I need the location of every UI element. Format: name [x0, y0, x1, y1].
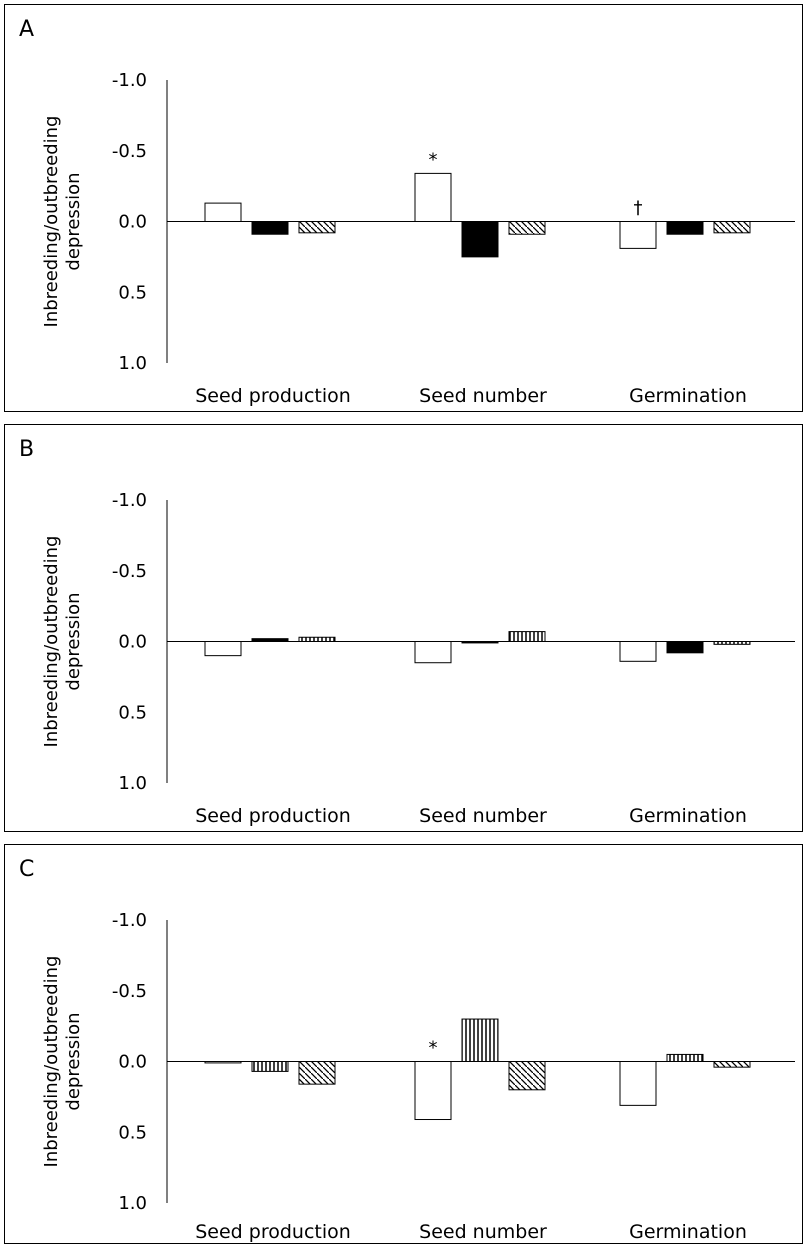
chart-plot-c: -1.0 -0.5 0.0 0.5 1.0 Seed production Seed num… [112, 910, 795, 1243]
category-label: Seed production [195, 1221, 351, 1243]
y-tick-label: 0.0 [118, 632, 147, 653]
bar [414, 172, 452, 222]
y-tick-label: 0.0 [118, 1052, 147, 1073]
bar [666, 1053, 704, 1063]
category-label: Seed production [195, 805, 351, 827]
bar [251, 221, 289, 235]
bar [713, 221, 751, 234]
y-tick-label: 1.0 [118, 773, 147, 794]
panel-letter: C [19, 857, 35, 882]
bar [204, 641, 242, 657]
y-tick-label: 0.0 [118, 212, 147, 233]
bar [298, 636, 336, 643]
category-label: Seed number [419, 1221, 547, 1243]
category-label: Germination [629, 805, 747, 827]
panel-a: A Inbreeding/outbreeding depression -1.0-… [4, 4, 803, 412]
significance-annotation: * [429, 1038, 438, 1059]
bar [508, 1061, 546, 1091]
y-tick-label: -1.0 [112, 70, 147, 91]
bar [414, 1061, 452, 1121]
y-tick-label: -0.5 [112, 981, 147, 1002]
bar [619, 221, 657, 249]
y-tick-label: -1.0 [112, 910, 147, 931]
bar [461, 1018, 499, 1063]
significance-annotation: * [429, 149, 438, 170]
y-tick-label: 1.0 [118, 1193, 147, 1214]
y-tick-label: 1.0 [118, 353, 147, 374]
bar [508, 631, 546, 643]
bar [508, 221, 546, 235]
bar [298, 221, 336, 234]
bar [298, 1061, 336, 1085]
y-tick-label: 0.5 [118, 702, 147, 723]
category-label: Germination [629, 385, 747, 407]
panel-letter: B [19, 437, 35, 462]
bar [414, 641, 452, 664]
category-label: Seed number [419, 805, 547, 827]
y-tick-label: -0.5 [112, 141, 147, 162]
chart-plot-b: -1.0 -0.5 0.0 0.5 1.0 Seed production Seed num… [112, 490, 795, 827]
bar [251, 1061, 289, 1072]
y-tick-label: 0.5 [118, 282, 147, 303]
panel-letter: A [19, 17, 35, 42]
category-label: Germination [629, 1221, 747, 1243]
bar [713, 1061, 751, 1068]
bar [204, 202, 242, 222]
bar [619, 641, 657, 662]
category-label: Seed production [195, 385, 351, 407]
chart-plot-a: -1.0 -0.5 0.0 0.5 1.0 Seed production Seed num… [112, 70, 795, 407]
y-tick-label: -1.0 [112, 490, 147, 511]
bar [619, 1061, 657, 1106]
bar [666, 221, 704, 235]
bar [461, 221, 499, 258]
bar [666, 641, 704, 654]
category-label: Seed number [419, 385, 547, 407]
panel-b: B Inbreeding/outbreeding depression -1.0-… [4, 424, 803, 832]
y-tick-label: 0.5 [118, 1122, 147, 1143]
y-tick-label: -0.5 [112, 561, 147, 582]
significance-annotation: † [634, 198, 643, 219]
panel-c: C Inbreeding/outbreeding depression -1.0-… [4, 844, 803, 1244]
